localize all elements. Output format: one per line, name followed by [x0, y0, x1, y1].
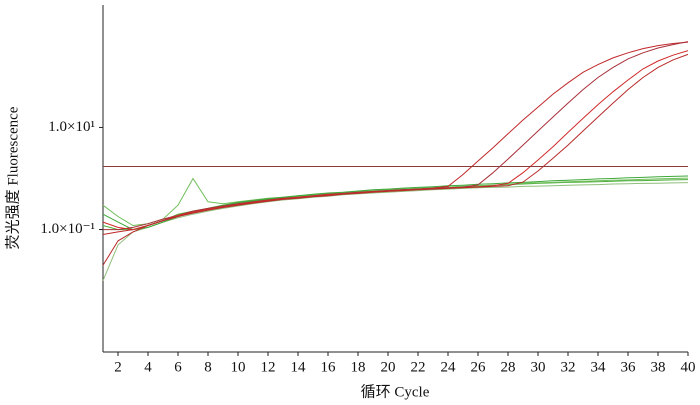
x-tick-label: 10	[231, 359, 246, 375]
amplification-curve	[103, 41, 689, 231]
x-tick-label: 34	[591, 359, 607, 375]
y-tick-label: 1.0×10¹	[48, 119, 95, 135]
x-tick-label: 26	[471, 359, 487, 375]
amplification-curve	[102, 41, 689, 235]
x-tick-label: 4	[144, 359, 152, 375]
amplification-curve	[102, 177, 689, 227]
y-tick-label: 1.0×10⁻¹	[40, 221, 95, 237]
x-tick-label: 14	[291, 359, 307, 375]
amplification-curve	[102, 182, 689, 281]
x-tick-label: 16	[321, 359, 337, 375]
x-tick-label: 2	[114, 359, 122, 375]
x-tick-label: 24	[441, 359, 457, 375]
x-tick-label: 40	[681, 359, 696, 375]
x-tick-label: 20	[381, 359, 396, 375]
amplification-curve	[102, 179, 689, 231]
x-tick-label: 30	[531, 359, 546, 375]
x-tick-label: 22	[411, 359, 426, 375]
amplification-curve	[102, 50, 689, 231]
amplification-curve	[102, 53, 689, 266]
x-tick-label: 28	[501, 359, 516, 375]
x-tick-label: 32	[561, 359, 576, 375]
x-tick-label: 12	[261, 359, 276, 375]
x-tick-label: 6	[174, 359, 182, 375]
x-tick-label: 18	[351, 359, 366, 375]
x-tick-label: 38	[651, 359, 666, 375]
x-tick-label: 36	[621, 359, 637, 375]
x-axis-title: 循环 Cycle	[361, 383, 430, 400]
x-tick-label: 8	[204, 359, 212, 375]
y-axis-title: 荧光强度 Fluorescence	[4, 106, 21, 249]
